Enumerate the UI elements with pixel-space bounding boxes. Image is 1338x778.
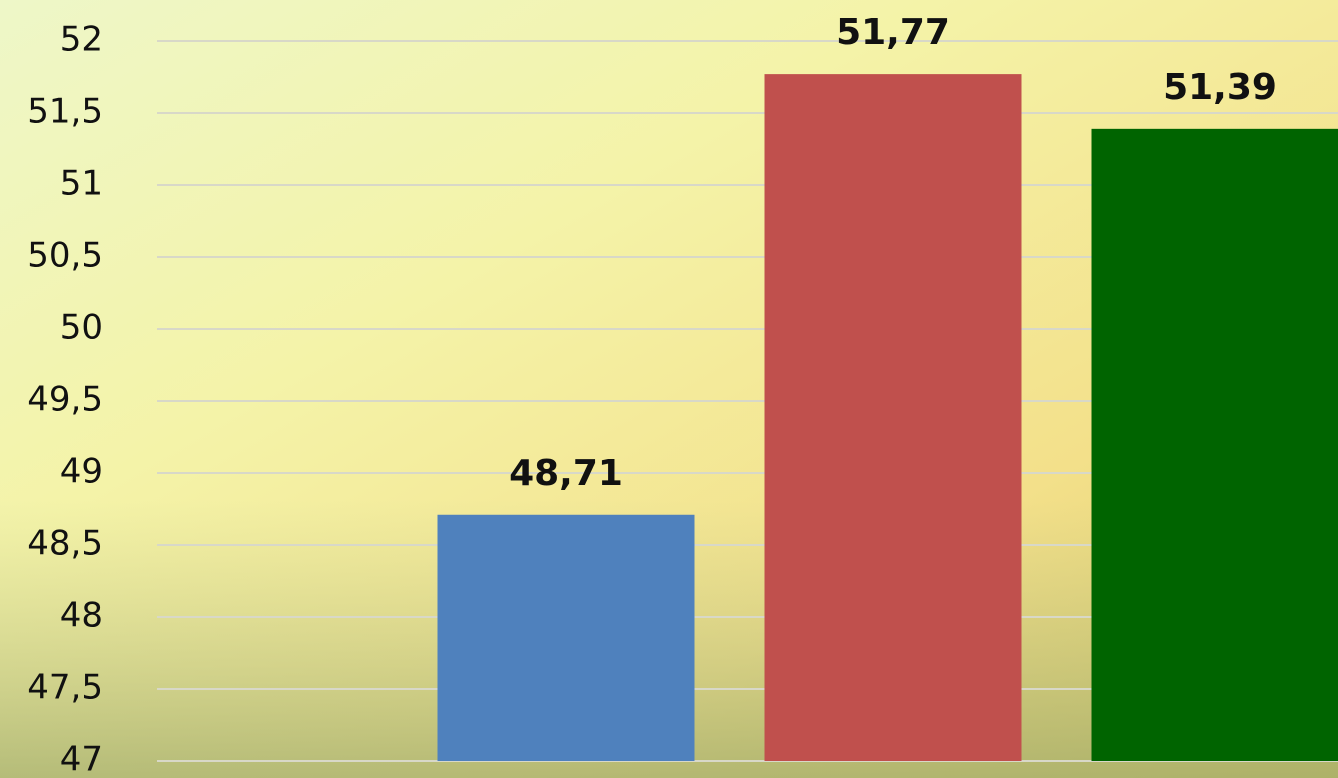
bar xyxy=(437,514,695,761)
y-tick-label: 51 xyxy=(60,164,103,204)
y-tick-label: 48 xyxy=(60,596,103,636)
y-tick-label: 52 xyxy=(60,20,103,60)
y-tick-label: 49 xyxy=(60,452,103,492)
value-label: 51,77 xyxy=(836,12,950,53)
y-tick-label: 49,5 xyxy=(27,380,103,420)
bar xyxy=(1091,128,1338,762)
y-tick-label: 51,5 xyxy=(27,92,103,132)
bar xyxy=(764,74,1022,762)
value-label: 48,71 xyxy=(509,453,623,494)
y-tick-label: 48,5 xyxy=(27,524,103,564)
y-tick-label: 47,5 xyxy=(27,668,103,708)
y-tick-label: 50,5 xyxy=(27,236,103,276)
y-tick-label: 47 xyxy=(60,740,103,778)
y-tick-label: 50 xyxy=(60,308,103,348)
value-label: 51,39 xyxy=(1163,67,1277,108)
bars: 48,71 51,77 51,39 xyxy=(437,12,1338,762)
